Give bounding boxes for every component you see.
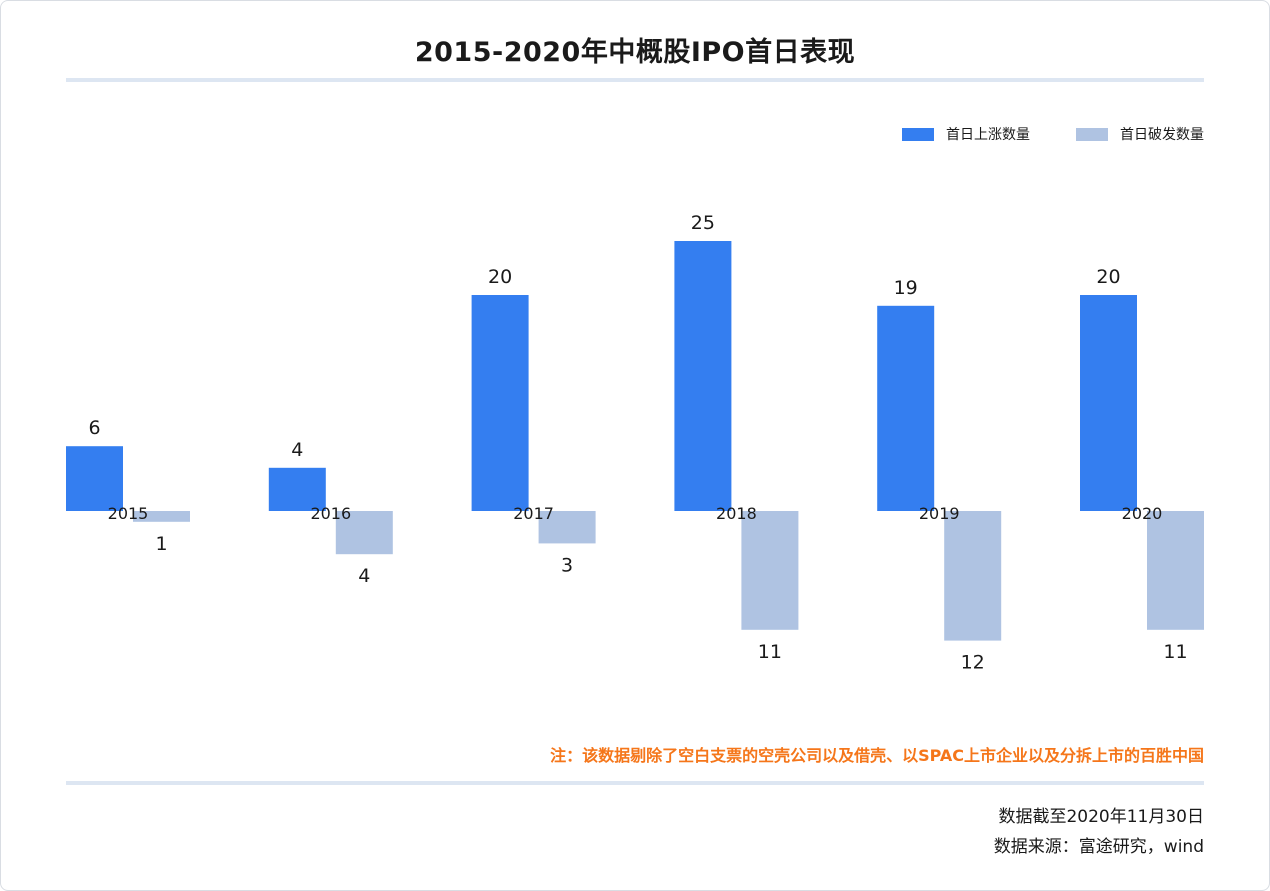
data-cutoff-date: 数据截至2020年11月30日 — [998, 807, 1204, 827]
legend-swatch-rise — [902, 127, 934, 141]
title-divider — [66, 78, 1204, 82]
x-tick-label-2020: 2020 — [1122, 504, 1163, 523]
data-label-rise-2015: 6 — [88, 417, 100, 439]
bar-rise-2017 — [471, 295, 529, 511]
data-label-fall-2015: 1 — [155, 533, 167, 555]
data-label-rise-2020: 20 — [1096, 266, 1120, 288]
x-tick-label-2018: 2018 — [716, 504, 757, 523]
bar-fall-2017 — [538, 511, 596, 544]
data-label-fall-2017: 3 — [561, 554, 573, 576]
data-label-rise-2018: 25 — [691, 212, 715, 234]
bar-fall-2019 — [944, 511, 1002, 641]
chart-title: 2015-2020年中概股IPO首日表现 — [414, 37, 856, 68]
bar-rise-2016 — [268, 467, 326, 511]
bar-fall-2020 — [1147, 511, 1204, 630]
legend-label-fall: 首日破发数量 — [1120, 127, 1204, 143]
x-tick-label-2017: 2017 — [513, 504, 554, 523]
data-label-fall-2016: 4 — [358, 565, 370, 587]
bar-fall-2015 — [133, 511, 190, 522]
data-label-fall-2018: 11 — [758, 641, 782, 663]
bar-rise-2015 — [66, 446, 123, 511]
data-source: 数据来源：富途研究，wind — [993, 837, 1204, 857]
data-label-rise-2019: 19 — [894, 277, 918, 299]
bar-fall-2018 — [741, 511, 799, 630]
bar-rise-2019 — [877, 305, 935, 511]
x-tick-label-2015: 2015 — [108, 504, 149, 523]
data-label-fall-2019: 12 — [961, 652, 985, 674]
bar-rise-2020 — [1080, 295, 1137, 511]
chart-note: 注：该数据剔除了空白支票的空壳公司以及借壳、以SPAC上市企业以及分拆上市的百胜… — [550, 746, 1204, 765]
data-label-rise-2017: 20 — [488, 266, 512, 288]
bar-rise-2018 — [674, 241, 732, 511]
bar-fall-2016 — [335, 511, 393, 555]
chart-legend: 首日上涨数量 首日破发数量 — [856, 124, 1204, 144]
legend-item-rise: 首日上涨数量 — [902, 124, 1030, 144]
data-label-fall-2020: 11 — [1163, 641, 1187, 663]
footer-divider — [66, 781, 1204, 785]
legend-swatch-fall — [1076, 127, 1108, 141]
x-tick-label-2019: 2019 — [919, 504, 960, 523]
legend-item-fall: 首日破发数量 — [1076, 124, 1204, 144]
legend-label-rise: 首日上涨数量 — [946, 127, 1030, 143]
x-tick-label-2016: 2016 — [310, 504, 351, 523]
data-label-rise-2016: 4 — [291, 439, 303, 461]
